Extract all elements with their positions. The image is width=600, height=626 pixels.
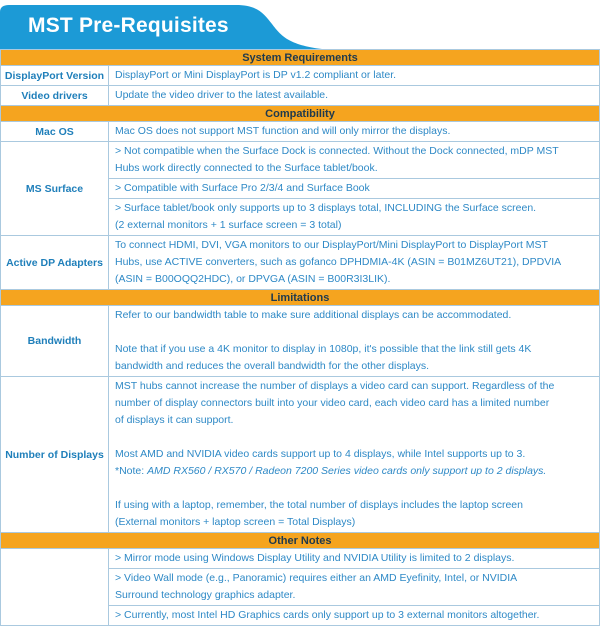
content-line: > Video Wall mode (e.g., Panoramic) requ…	[115, 572, 518, 584]
row-label-bandwidth: Bandwidth	[0, 305, 109, 377]
content-line: DisplayPort or Mini DisplayPort is DP v1…	[115, 69, 397, 81]
content-line: > Surface tablet/book only supports up t…	[115, 202, 537, 214]
page-title: MST Pre-Requisites	[28, 14, 229, 37]
content-line-blank	[115, 324, 593, 341]
content-line: (ASIN = B00OQQ2HDC), or DPVGA (ASIN = B0…	[115, 273, 391, 285]
note-italic-text: AMD RX560 / RX570 / Radeon 7200 Series v…	[147, 465, 547, 477]
note-prefix: *Note:	[115, 465, 148, 477]
section-header-row: System Requirements	[0, 49, 600, 66]
section-header-system-requirements: System Requirements	[0, 49, 600, 66]
content-line: Mac OS does not support MST function and…	[115, 125, 451, 137]
row-label-empty	[0, 548, 109, 626]
section-header-row: Other Notes	[0, 532, 600, 549]
title-ribbon: MST Pre-Requisites	[0, 5, 322, 49]
content-line: Refer to our bandwidth table to make sur…	[115, 309, 512, 321]
row-content: > Mirror mode using Windows Display Util…	[108, 548, 600, 569]
content-line: Most AMD and NVIDIA video cards support …	[115, 448, 526, 460]
table-row: > Surface tablet/book only supports up t…	[1, 198, 600, 236]
content-line: of displays it can support.	[115, 414, 234, 426]
section-header-row: Compatibility	[0, 105, 600, 122]
content-line: (External monitors + laptop screen = Tot…	[115, 516, 356, 528]
content-line: > Mirror mode using Windows Display Util…	[115, 552, 515, 564]
table-row: Number of Displays MST hubs cannot incre…	[0, 376, 600, 533]
table-row: > Mirror mode using Windows Display Util…	[0, 548, 600, 626]
row-content: Mac OS does not support MST function and…	[108, 121, 600, 142]
row-content: DisplayPort or Mini DisplayPort is DP v1…	[108, 65, 600, 86]
content-line: > Compatible with Surface Pro 2/3/4 and …	[115, 182, 370, 194]
ribbon-swoosh-shape	[0, 5, 322, 49]
prerequisites-table: System Requirements DisplayPort Version …	[0, 49, 600, 626]
row-content: > Surface tablet/book only supports up t…	[108, 198, 600, 236]
content-line-note: *Note: AMD RX560 / RX570 / Radeon 7200 S…	[115, 463, 593, 480]
section-header-limitations: Limitations	[0, 289, 600, 306]
table-row: MS Surface > Not compatible when the Sur…	[0, 141, 600, 236]
content-line: MST hubs cannot increase the number of d…	[115, 380, 555, 392]
content-line: > Currently, most Intel HD Graphics card…	[115, 609, 540, 621]
content-line: Hubs work directly connected to the Surf…	[115, 162, 378, 174]
row-label-mac-os: Mac OS	[0, 121, 109, 142]
content-line-blank	[115, 429, 593, 446]
content-line: bandwidth and reduces the overall bandwi…	[115, 360, 430, 372]
content-line: (2 external monitors + 1 surface screen …	[115, 219, 342, 231]
row-content: > Currently, most Intel HD Graphics card…	[108, 605, 600, 626]
section-header-other-notes: Other Notes	[0, 532, 600, 549]
row-content: Update the video driver to the latest av…	[108, 85, 600, 106]
row-label-active-dp-adapters: Active DP Adapters	[0, 235, 109, 290]
row-label-number-of-displays: Number of Displays	[0, 376, 109, 533]
row-label-displayport-version: DisplayPort Version	[0, 65, 109, 86]
row-content: > Compatible with Surface Pro 2/3/4 and …	[108, 178, 600, 199]
table-row: Video drivers Update the video driver to…	[0, 85, 600, 106]
row-content: Refer to our bandwidth table to make sur…	[108, 305, 600, 377]
content-line: Note that if you use a 4K monitor to dis…	[115, 343, 532, 355]
table-row: Active DP Adapters To connect HDMI, DVI,…	[0, 235, 600, 290]
row-label-video-drivers: Video drivers	[0, 85, 109, 106]
content-line: Hubs, use ACTIVE converters, such as gof…	[115, 256, 562, 268]
content-line: If using with a laptop, remember, the to…	[115, 499, 523, 511]
section-header-row: Limitations	[0, 289, 600, 306]
row-content: > Not compatible when the Surface Dock i…	[108, 141, 600, 179]
content-line: Update the video driver to the latest av…	[115, 89, 329, 101]
table-row: DisplayPort Version DisplayPort or Mini …	[0, 65, 600, 86]
table-row: Bandwidth Refer to our bandwidth table t…	[0, 305, 600, 377]
section-header-compatibility: Compatibility	[0, 105, 600, 122]
row-label-ms-surface: MS Surface	[0, 141, 109, 236]
table-row: Mac OS Mac OS does not support MST funct…	[0, 121, 600, 142]
content-line: number of display connectors built into …	[115, 397, 550, 409]
content-line: Surround technology graphics adapter.	[115, 589, 296, 601]
content-line: > Not compatible when the Surface Dock i…	[115, 145, 559, 157]
row-content: To connect HDMI, DVI, VGA monitors to ou…	[108, 235, 600, 290]
row-content: MST hubs cannot increase the number of d…	[108, 376, 600, 533]
content-line-blank	[115, 480, 593, 497]
content-line: To connect HDMI, DVI, VGA monitors to ou…	[115, 239, 548, 251]
